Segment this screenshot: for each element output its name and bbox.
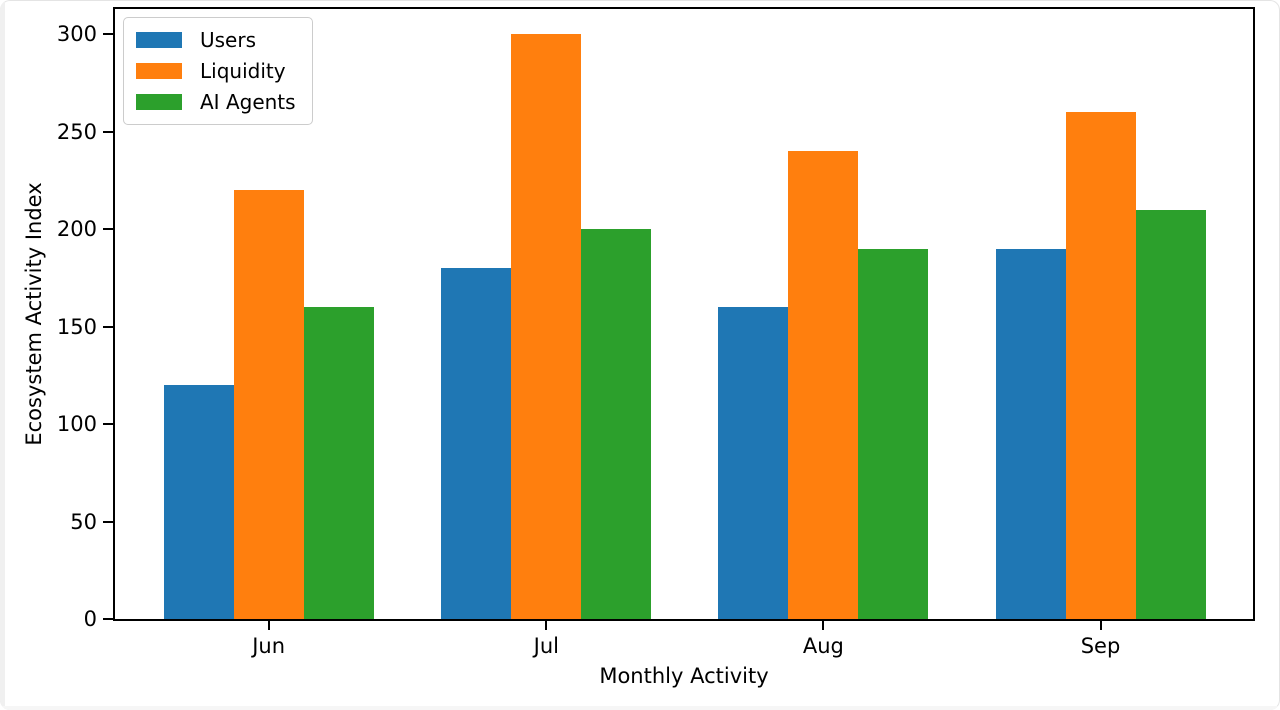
x-tick-mark xyxy=(545,621,548,630)
y-tick-label: 300 xyxy=(56,22,97,47)
x-tick-mark xyxy=(1099,621,1102,630)
x-tick-label-jun: Jun xyxy=(252,634,286,658)
legend: Users Liquidity AI Agents xyxy=(123,17,313,125)
plot-area: Monthly Activity Users Liquidity AI Agents… xyxy=(57,7,1255,688)
legend-swatch-icon xyxy=(136,94,182,110)
x-tick-mark xyxy=(822,621,825,630)
bar-jul-users xyxy=(441,268,512,619)
y-tick-label: 200 xyxy=(56,217,97,242)
x-tick-label-sep: Sep xyxy=(1080,634,1121,658)
x-tick-mark xyxy=(267,621,270,630)
bar-jun-ai-agents xyxy=(303,307,374,619)
x-tick-label-aug: Aug xyxy=(802,634,844,658)
y-tick-label: 150 xyxy=(56,314,97,339)
window-edge-bottom xyxy=(0,706,1280,710)
bar-jun-users xyxy=(163,385,234,619)
y-tick-label: 0 xyxy=(83,607,97,631)
legend-swatch-icon xyxy=(136,32,182,48)
legend-label: Liquidity xyxy=(200,59,286,83)
x-axis-label: Monthly Activity xyxy=(599,664,769,688)
legend-item-ai-agents: AI Agents xyxy=(136,90,296,114)
bar-jun-liquidity xyxy=(233,190,304,619)
bar-aug-ai-agents xyxy=(858,248,929,619)
legend-item-users: Users xyxy=(136,28,296,52)
y-tick-mark xyxy=(103,423,113,426)
legend-swatch-icon xyxy=(136,63,182,79)
y-tick-mark xyxy=(103,520,113,523)
window-edge-left xyxy=(0,0,5,710)
bar-aug-liquidity xyxy=(788,151,859,619)
y-tick-label: 50 xyxy=(70,509,97,534)
bar-jul-liquidity xyxy=(511,34,582,619)
y-tick-mark xyxy=(103,130,113,133)
bar-sep-liquidity xyxy=(1065,112,1136,619)
legend-item-liquidity: Liquidity xyxy=(136,59,296,83)
y-tick-mark xyxy=(103,325,113,328)
bar-aug-users xyxy=(718,307,789,619)
y-tick-mark xyxy=(103,33,113,36)
y-tick-label: 250 xyxy=(56,119,97,144)
y-tick-mark xyxy=(103,618,113,620)
legend-label: Users xyxy=(200,28,257,52)
legend-label: AI Agents xyxy=(200,90,296,114)
bar-sep-users xyxy=(995,248,1066,619)
bar-sep-ai-agents xyxy=(1135,209,1206,619)
x-tick-label-jul: Jul xyxy=(533,634,559,658)
bar-jul-ai-agents xyxy=(581,229,652,619)
y-tick-label: 100 xyxy=(56,412,97,437)
y-tick-mark xyxy=(103,228,113,231)
